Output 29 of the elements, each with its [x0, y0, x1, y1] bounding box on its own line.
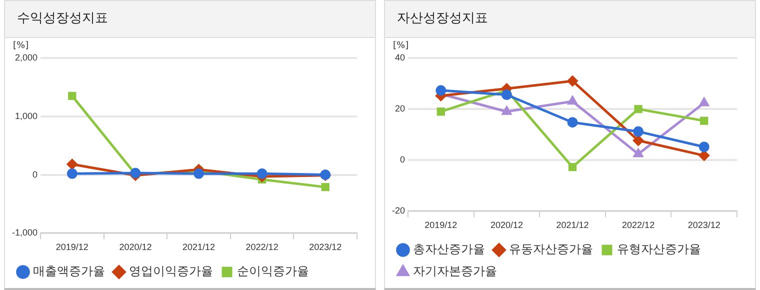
x-tick-label: 2022/12 [622, 220, 655, 230]
chart-title: 자산성장성지표 [385, 1, 755, 38]
legend-label: 총자산증가율 [413, 242, 485, 256]
y-tick-label: 40 [394, 52, 406, 62]
legend-label: 유형자산증가율 [617, 242, 701, 256]
y-tick-label: 20 [394, 104, 406, 114]
y-tick-label: 2,000 [14, 52, 38, 62]
x-tick-label: 2020/12 [119, 242, 152, 252]
y-tick-label: -1,000 [12, 228, 38, 238]
y-tick-label: -20 [392, 206, 406, 216]
x-tick-label: 2020/12 [490, 220, 523, 230]
legend-label: 자기자본증가율 [413, 264, 497, 278]
legend-label: 매출액증가율 [33, 264, 105, 278]
x-tick-label: 2023/12 [688, 220, 720, 230]
x-tick-label: 2023/12 [309, 242, 342, 252]
y-tick-label: 0 [32, 169, 38, 180]
legend-label: 유동자산증가율 [509, 242, 593, 256]
chart-title: 수익성장성지표 [5, 1, 375, 38]
x-tick-label: 2019/12 [424, 220, 458, 230]
x-tick-label: 2022/12 [246, 242, 278, 252]
y-tick-label: 0 [400, 154, 406, 165]
y-axis-title: [%] [13, 40, 29, 51]
x-tick-label: 2021/12 [556, 220, 589, 230]
legend-label: 순이익증가율 [237, 264, 309, 278]
legend-label: 영업이익증가율 [129, 264, 213, 278]
x-tick-label: 2019/12 [56, 242, 88, 252]
x-tick-label: 2021/12 [182, 242, 216, 252]
y-tick-label: 1,000 [14, 110, 38, 121]
y-axis-title: [%] [393, 40, 409, 51]
